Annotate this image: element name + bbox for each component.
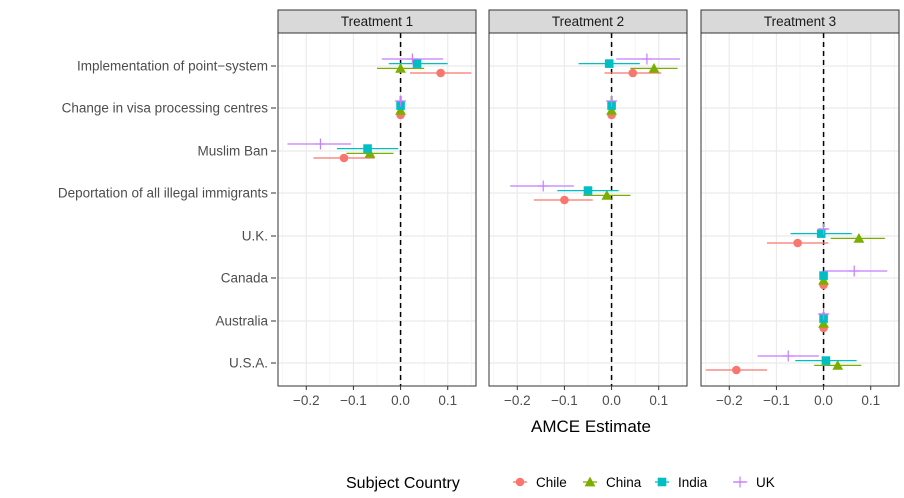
legend-label-chile: Chile xyxy=(536,475,567,490)
legend-title: Subject Country xyxy=(346,475,460,492)
point-chile-u-k xyxy=(793,239,802,248)
legend-label-uk: UK xyxy=(756,475,775,490)
x-tick-label: 0.1 xyxy=(649,393,668,408)
y-tick-label-u-k: U.K. xyxy=(242,229,268,244)
panel-treatment-2: Treatment 2 −0.2 −0.1 0.0 0.1 xyxy=(489,10,687,408)
point-chile-implementation-of-point-system xyxy=(628,69,637,78)
y-tick-label-deportation-of-all-illegal-immigrants: Deportation of all illegal immigrants xyxy=(58,186,268,201)
legend-item-chile: Chile xyxy=(513,475,567,490)
x-tick-label: 0.0 xyxy=(602,393,621,408)
y-tick-label-muslim-ban: Muslim Ban xyxy=(197,144,268,159)
legend-label-china: China xyxy=(606,475,642,490)
x-tick-label: −0.1 xyxy=(340,393,367,408)
x-tick-label: −0.1 xyxy=(763,393,790,408)
point-india-deportation-of-all-illegal-immigrants xyxy=(584,186,593,195)
legend-item-china: China xyxy=(583,475,642,490)
x-tick-label: 0.1 xyxy=(438,393,457,408)
legend-item-uk: UK xyxy=(733,475,775,490)
x-tick-label: 0.0 xyxy=(814,393,833,408)
legend: Subject Country Chile China India UK xyxy=(346,475,775,492)
point-india-u-k xyxy=(817,229,826,238)
y-tick-label-u-s-a: U.S.A. xyxy=(229,356,268,371)
legend-key-uk xyxy=(735,477,746,488)
legend-key-chile xyxy=(516,478,525,487)
x-tick-label: −0.1 xyxy=(551,393,578,408)
legend-key-india xyxy=(658,478,667,487)
facet-title: Treatment 3 xyxy=(764,14,836,29)
x-tick-label: 0.1 xyxy=(861,393,880,408)
y-tick-label-change-in-visa-processing-centres: Change in visa processing centres xyxy=(62,101,269,116)
legend-item-india: India xyxy=(655,475,708,490)
facet-title: Treatment 1 xyxy=(341,14,413,29)
point-chile-muslim-ban xyxy=(340,154,349,163)
x-tick-label: −0.2 xyxy=(293,393,320,408)
facet-title: Treatment 2 xyxy=(552,14,624,29)
point-india-implementation-of-point-system xyxy=(605,59,614,68)
x-axis-title: AMCE Estimate xyxy=(531,417,651,436)
y-tick-label-canada: Canada xyxy=(221,271,269,286)
panel-treatment-1: Treatment 1 −0.2 −0.1 0.0 0.1 xyxy=(278,10,476,408)
y-tick-label-implementation-of-point-system: Implementation of point−system xyxy=(77,59,268,74)
point-chile-implementation-of-point-system xyxy=(436,69,445,78)
x-tick-label: 0.0 xyxy=(391,393,410,408)
panel-treatment-3: Treatment 3 −0.2 −0.1 0.0 0.1 xyxy=(701,10,899,408)
x-tick-label: −0.2 xyxy=(716,393,743,408)
point-chile-u-s-a xyxy=(732,366,741,375)
point-chile-deportation-of-all-illegal-immigrants xyxy=(560,196,569,205)
legend-label-india: India xyxy=(678,475,708,490)
point-india-canada xyxy=(819,271,828,280)
x-tick-label: −0.2 xyxy=(504,393,531,408)
y-tick-label-australia: Australia xyxy=(215,314,268,329)
point-india-u-s-a xyxy=(822,356,831,365)
point-india-implementation-of-point-system xyxy=(413,59,422,68)
point-india-muslim-ban xyxy=(363,144,372,153)
